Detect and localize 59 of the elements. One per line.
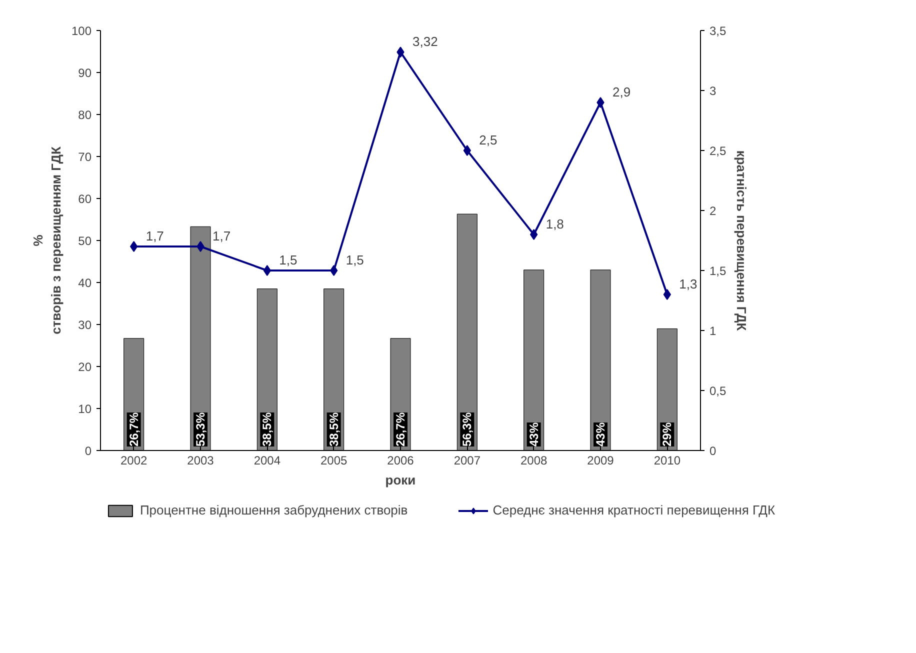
y-tick-label: 10 <box>78 402 92 416</box>
y2-tick-label: 0,5 <box>710 384 727 398</box>
y-tick-label: 60 <box>78 192 92 206</box>
data-label: 1,5 <box>346 252 364 268</box>
y-tick-label: 0 <box>84 444 92 458</box>
y-tick-label: 90 <box>78 66 92 80</box>
x-tick-label: 2010 <box>654 454 681 468</box>
y2-tick-label: 2,5 <box>710 144 727 158</box>
data-label: 38,5% <box>326 412 341 446</box>
point <box>530 229 538 240</box>
data-label: 43% <box>594 422 608 446</box>
y2-tick-label: 3 <box>710 84 716 98</box>
point <box>196 241 204 252</box>
data-label: 26,7% <box>394 412 408 446</box>
data-label: 38,5% <box>260 412 274 446</box>
data-label: 1,7 <box>212 228 231 244</box>
y-tick-label: 100 <box>71 24 92 38</box>
data-label: 56,3% <box>460 412 474 446</box>
legend-label: Середнє значення кратності перевищення ГДК <box>492 502 776 518</box>
data-label: 1,7 <box>146 228 164 244</box>
point <box>596 97 604 108</box>
y2-axis-title: кратність перевищення ГДК <box>734 150 750 331</box>
point <box>263 265 271 276</box>
y-axis-title: % створів з перевищенням ГДК <box>30 146 64 334</box>
data-label: 1,8 <box>546 216 564 232</box>
x-tick-label: 2005 <box>320 454 348 468</box>
point <box>463 145 471 156</box>
x-tick-label: 2006 <box>387 454 414 468</box>
y2-tick-label: 0 <box>710 444 716 458</box>
y-tick-label: 40 <box>78 276 92 290</box>
data-label: 2,9 <box>612 84 631 100</box>
y-tick-label: 80 <box>78 108 92 122</box>
data-label: 1,5 <box>279 252 298 268</box>
data-label: 2,5 <box>479 132 498 148</box>
point <box>330 265 338 276</box>
point <box>130 241 138 252</box>
y2-tick-label: 1,5 <box>710 264 727 278</box>
x-axis-title: роки <box>385 472 416 488</box>
legend-label: Процентне відношення забруднених створів <box>140 502 408 518</box>
y-tick-label: 70 <box>78 150 92 164</box>
data-label: 26,7% <box>126 412 141 446</box>
x-tick-label: 2008 <box>520 454 548 468</box>
data-label: 29% <box>660 422 674 446</box>
y-tick-label: 50 <box>78 234 92 248</box>
data-label: 3,32 <box>412 34 438 50</box>
x-tick-label: 2002 <box>120 454 148 468</box>
y2-tick-label: 1 <box>710 324 716 338</box>
x-tick-label: 2007 <box>454 454 481 468</box>
point <box>663 289 671 300</box>
y2-tick-label: 3,5 <box>710 24 727 38</box>
data-label: 53,3% <box>194 412 208 446</box>
y2-tick-label: 2 <box>710 204 716 218</box>
x-tick-label: 2009 <box>587 454 614 468</box>
y-tick-label: 30 <box>78 318 92 332</box>
x-tick-label: 2003 <box>187 454 214 468</box>
data-label: 43% <box>526 422 541 446</box>
y-tick-label: 20 <box>78 360 92 374</box>
x-tick-label: 2004 <box>254 454 281 468</box>
data-label: 1,3 <box>679 276 698 292</box>
